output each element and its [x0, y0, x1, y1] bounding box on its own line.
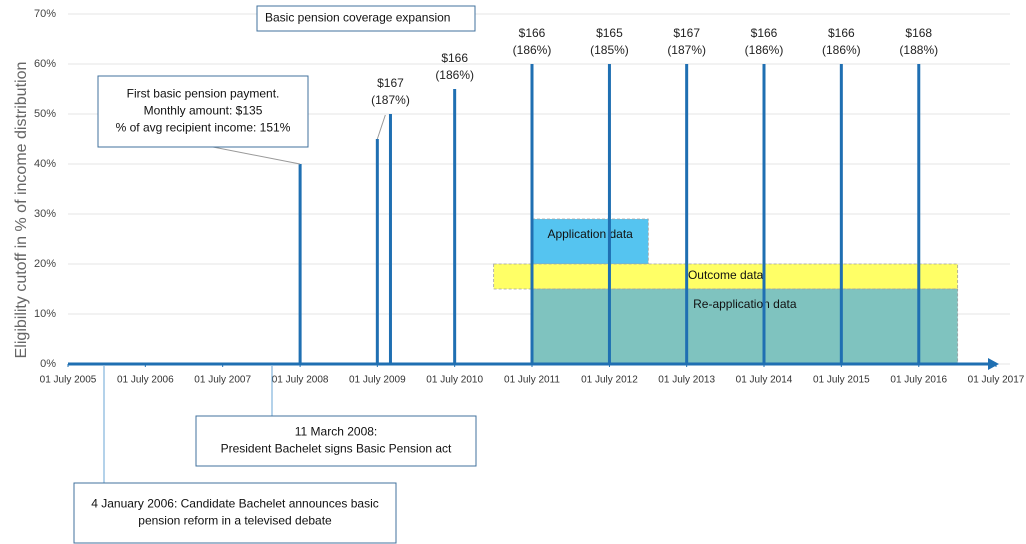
annotation-text: Monthly amount: $135: [144, 104, 263, 118]
annotation-text: 11 March 2008:: [295, 425, 378, 439]
bar-label: $166: [519, 26, 546, 40]
annotation-box: [256, 5, 476, 32]
annotation-text: 4 January 2006: Candidate Bachelet annou…: [91, 497, 379, 511]
bar: [685, 64, 689, 364]
x-tick-label: 01 July 2014: [736, 375, 793, 386]
y-tick-label: 0%: [40, 358, 56, 370]
bar-label: $166: [828, 26, 855, 40]
bar-label: $165: [596, 26, 623, 40]
y-tick-label: 40%: [34, 158, 56, 170]
x-tick-label: 01 July 2011: [504, 375, 560, 386]
region-label: Application data: [547, 227, 633, 241]
bar-label: $167: [673, 26, 700, 40]
bar-label: $168: [905, 26, 932, 40]
annotation-text: pension reform in a televised debate: [138, 514, 332, 528]
y-axis-title: Eligibility cutoff in % of income distri…: [13, 62, 30, 359]
bar: [375, 139, 379, 364]
bar-label: (186%): [822, 43, 861, 57]
bar: [917, 64, 921, 364]
annotation-box: [195, 415, 477, 467]
annotation-text: % of avg recipient income: 151%: [116, 121, 291, 135]
y-tick-label: 50%: [34, 108, 56, 120]
bar: [298, 164, 302, 364]
bar-label: (187%): [667, 43, 706, 57]
bar: [839, 64, 843, 364]
x-tick-label: 01 July 2012: [581, 375, 638, 386]
bar-label: $166: [751, 26, 778, 40]
y-tick-label: 70%: [34, 8, 56, 20]
bar-label: (188%): [899, 43, 938, 57]
data-region: [531, 218, 649, 265]
x-tick-label: 01 July 2007: [194, 375, 251, 386]
annotation-leader: [212, 146, 301, 165]
bar: [530, 64, 534, 364]
x-tick-label: 01 July 2010: [426, 375, 483, 386]
bar-label: (186%): [745, 43, 784, 57]
data-region: [493, 263, 959, 290]
bar-label: (186%): [513, 43, 552, 57]
data-region: [531, 288, 959, 365]
y-tick-label: 10%: [34, 308, 56, 320]
bar: [453, 89, 457, 364]
x-tick-label: 01 July 2005: [40, 375, 97, 386]
x-tick-label: 01 July 2016: [890, 375, 947, 386]
x-tick-label: 01 July 2008: [272, 375, 329, 386]
bar-label: $167: [377, 76, 404, 90]
region-label: Outcome data: [688, 268, 764, 282]
x-tick-label: 01 July 2017: [968, 375, 1025, 386]
y-tick-label: 30%: [34, 208, 56, 220]
bar-label: $166: [441, 51, 468, 65]
bar: [762, 64, 766, 364]
x-tick-label: 01 July 2009: [349, 375, 406, 386]
bar-label: (186%): [435, 68, 474, 82]
annotation-text: First basic pension payment.: [127, 87, 280, 101]
bar-label: (185%): [590, 43, 629, 57]
x-tick-label: 01 July 2013: [658, 375, 715, 386]
annotation-box: [73, 482, 397, 544]
x-tick-label: 01 July 2006: [117, 375, 174, 386]
annotation-box: [97, 75, 309, 148]
y-tick-label: 20%: [34, 258, 56, 270]
bar-label: (187%): [371, 93, 410, 107]
x-tick-label: 01 July 2015: [813, 375, 870, 386]
y-tick-label: 60%: [34, 58, 56, 70]
annotation-text: Basic pension coverage expansion: [265, 11, 450, 25]
x-axis-arrow: [988, 358, 999, 370]
bar: [607, 64, 611, 364]
region-label: Re-application data: [693, 297, 797, 311]
bar: [388, 114, 392, 364]
annotation-text: President Bachelet signs Basic Pension a…: [221, 442, 452, 456]
leader-line: [376, 114, 386, 140]
